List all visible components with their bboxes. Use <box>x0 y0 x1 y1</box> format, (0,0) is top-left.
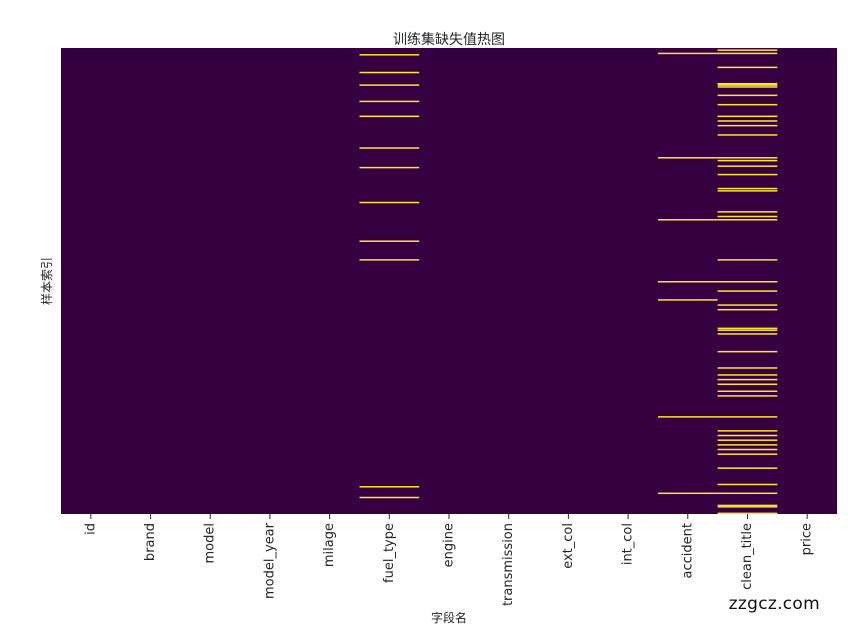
missing-mark-clean-title-1 <box>717 52 778 55</box>
x-tick-label-clean-title: clean_title <box>740 523 755 590</box>
missing-mark-clean-title-35 <box>717 390 778 393</box>
missing-mark-clean-title-30 <box>717 350 778 353</box>
missing-mark-clean-title-12 <box>717 157 778 159</box>
watermark: zzgcz.com <box>720 592 828 616</box>
missing-mark-clean-title-17 <box>717 190 778 192</box>
x-tick-label-id: id <box>83 523 98 535</box>
missing-mark-clean-title-42 <box>717 448 778 451</box>
missing-mark-clean-title-33 <box>717 378 778 381</box>
x-tick-label-model-year: model_year <box>262 522 277 599</box>
missing-mark-accident-4 <box>657 299 718 301</box>
missing-mark-clean-title-23 <box>717 281 778 283</box>
x-tick-label-brand: brand <box>143 523 158 561</box>
missing-mark-clean-title-43 <box>717 453 778 455</box>
x-tick-label-transmission: transmission <box>501 523 516 606</box>
missing-mark-clean-title-8 <box>717 115 778 118</box>
missing-mark-accident-2 <box>657 219 718 221</box>
missing-mark-fuel-type-5 <box>359 147 420 149</box>
x-tick-label-ext-col: ext_col <box>561 523 576 569</box>
missing-mark-clean-title-11 <box>717 134 778 136</box>
missing-mark-clean-title-34 <box>717 383 778 386</box>
missing-mark-clean-title-32 <box>717 374 778 376</box>
missing-mark-clean-title-6 <box>717 94 778 97</box>
missing-mark-clean-title-27 <box>717 327 778 330</box>
missing-mark-clean-title-4 <box>717 84 778 86</box>
missing-mark-clean-title-7 <box>717 103 778 106</box>
x-axis-label: 字段名 <box>431 610 467 625</box>
missing-mark-clean-title-18 <box>717 211 778 213</box>
missing-mark-clean-title-31 <box>717 367 778 369</box>
missing-mark-clean-title-26 <box>717 308 778 311</box>
missing-mark-accident-0 <box>657 52 718 55</box>
missing-mark-clean-title-39 <box>717 434 778 437</box>
chart-title: 训练集缺失值热图 <box>393 31 505 48</box>
x-tick-label-int-col: int_col <box>621 523 636 565</box>
missing-mark-clean-title-46 <box>717 492 778 495</box>
missing-mark-clean-title-15 <box>717 173 778 176</box>
missing-mark-clean-title-14 <box>717 165 778 167</box>
missing-mark-fuel-type-8 <box>359 240 420 242</box>
x-tick-label-price: price <box>800 523 815 555</box>
missing-mark-clean-title-38 <box>717 430 778 432</box>
missing-mark-clean-title-45 <box>717 483 778 486</box>
missing-mark-clean-title-40 <box>717 439 778 441</box>
missing-mark-clean-title-48 <box>717 506 778 508</box>
missing-mark-accident-5 <box>657 416 718 418</box>
missing-mark-clean-title-36 <box>717 395 778 397</box>
missing-mark-accident-6 <box>657 492 718 495</box>
missing-mark-fuel-type-6 <box>359 166 420 169</box>
x-tick-label-engine: engine <box>442 523 457 567</box>
missing-mark-fuel-type-9 <box>359 259 420 261</box>
missing-mark-clean-title-24 <box>717 290 778 292</box>
missing-mark-fuel-type-11 <box>359 496 420 499</box>
missing-mark-clean-title-16 <box>717 187 778 190</box>
missing-mark-fuel-type-3 <box>359 100 420 103</box>
missing-mark-fuel-type-2 <box>359 84 420 86</box>
missing-value-marks <box>359 49 778 515</box>
y-axis-label: 样本索引 <box>39 257 54 305</box>
missing-mark-clean-title-19 <box>717 215 778 218</box>
missing-mark-clean-title-21 <box>717 259 778 261</box>
missing-mark-clean-title-37 <box>717 416 778 418</box>
missing-mark-clean-title-20 <box>717 219 778 221</box>
missing-mark-accident-3 <box>657 281 718 283</box>
x-axis-ticks: id brand model model_year milage fuel_type eng… <box>83 514 815 606</box>
missing-mark-clean-title-41 <box>717 444 778 446</box>
missing-mark-fuel-type-0 <box>359 54 420 56</box>
x-tick-label-milage: milage <box>322 523 337 567</box>
missing-mark-clean-title-28 <box>717 329 778 331</box>
x-tick-label-accident: accident <box>680 523 695 578</box>
missing-mark-fuel-type-4 <box>359 115 420 118</box>
missing-mark-clean-title-5 <box>717 86 778 88</box>
missing-mark-clean-title-29 <box>717 333 778 335</box>
x-tick-label-model: model <box>203 523 218 563</box>
missing-mark-fuel-type-7 <box>359 201 420 204</box>
missing-mark-clean-title-3 <box>717 82 778 85</box>
missing-mark-clean-title-0 <box>717 49 778 51</box>
missing-mark-clean-title-47 <box>717 504 778 507</box>
missing-mark-fuel-type-1 <box>359 71 420 74</box>
missing-mark-accident-1 <box>657 157 718 159</box>
missing-mark-fuel-type-10 <box>359 486 420 488</box>
x-tick-label-fuel-type: fuel_type <box>382 523 397 583</box>
missing-mark-clean-title-44 <box>717 467 778 469</box>
missing-mark-clean-title-9 <box>717 120 778 122</box>
missing-mark-clean-title-10 <box>717 124 778 127</box>
missing-mark-clean-title-13 <box>717 159 778 162</box>
missing-mark-clean-title-49 <box>717 512 778 515</box>
missing-mark-clean-title-2 <box>717 66 778 69</box>
missing-mark-clean-title-25 <box>717 304 778 306</box>
